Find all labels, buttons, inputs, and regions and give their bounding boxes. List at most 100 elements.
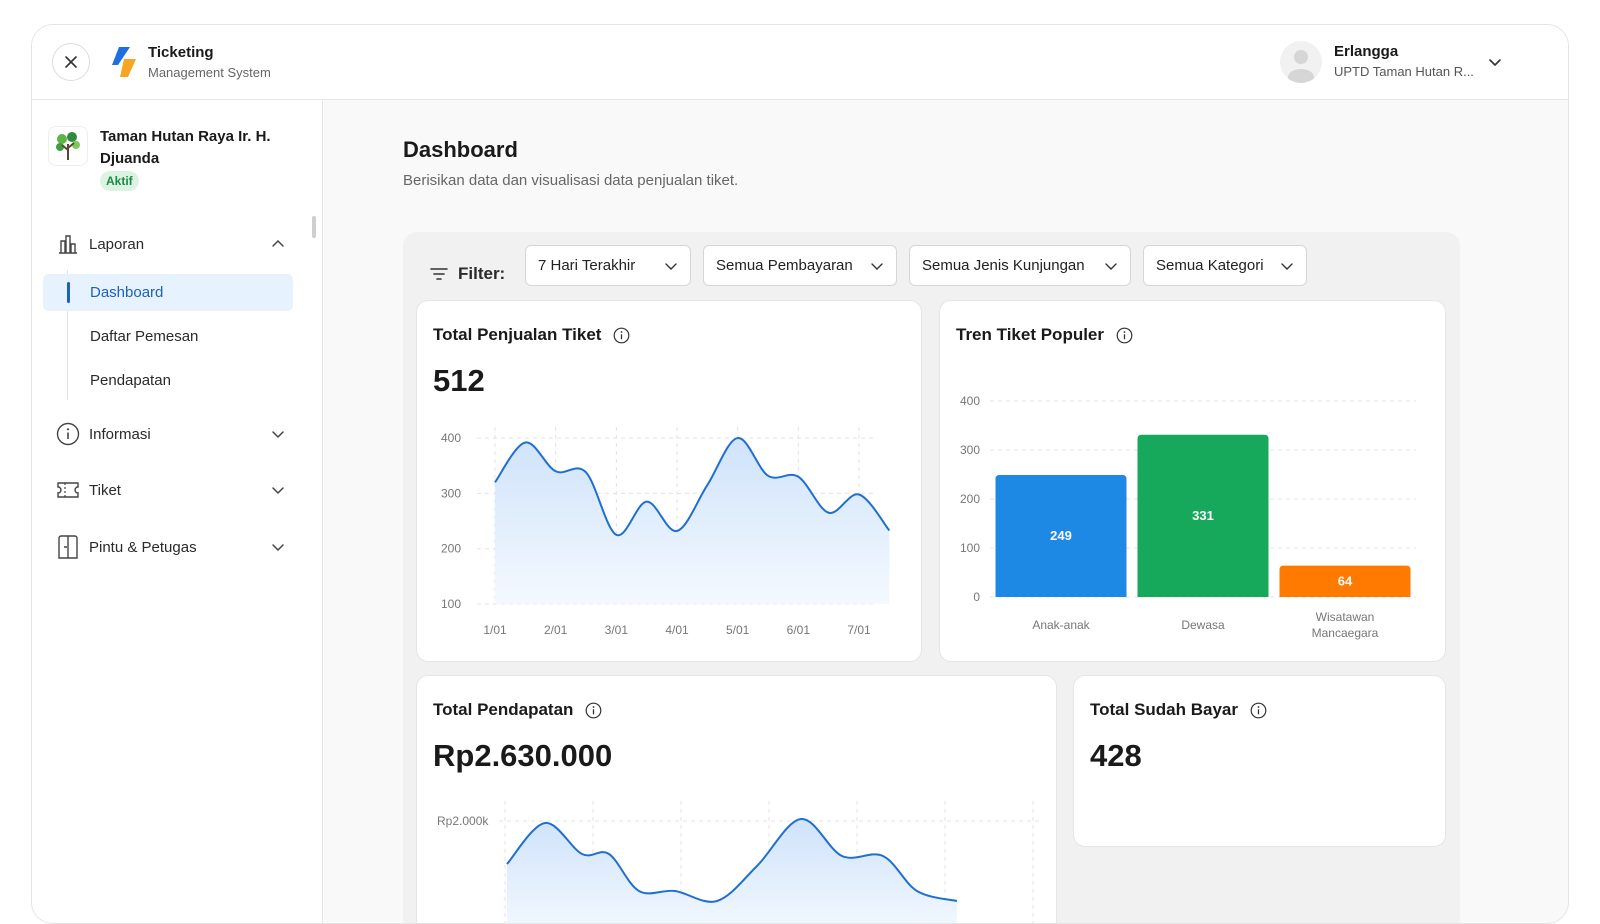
period-select[interactable]: 7 Hari Terakhir: [525, 245, 691, 286]
visit-type-select-value: Semua Jenis Kunjungan: [922, 257, 1085, 274]
y-tick-label: 200: [441, 542, 461, 556]
sidebar-item-laporan[interactable]: Laporan: [56, 228, 286, 260]
chevron-down-icon: [272, 431, 284, 439]
main-content: Dashboard Berisikan data dan visualisasi…: [324, 100, 1568, 923]
card-value: 512: [433, 363, 485, 398]
filter-icon: [430, 268, 448, 280]
info-icon[interactable]: [1250, 702, 1267, 719]
chevron-down-icon: [272, 487, 284, 495]
sidebar-item-tiket[interactable]: Tiket: [56, 474, 286, 506]
y-tick-label: 100: [441, 597, 461, 611]
popular-trend-card: Tren Tiket Populer 0 100 200 300 400 249 Anak-…: [939, 300, 1446, 662]
sidebar-item-daftar-pemesan[interactable]: Daftar Pemesan: [43, 318, 293, 355]
sidebar-item-label: Laporan: [89, 235, 145, 253]
sidebar-item-dashboard[interactable]: Dashboard: [43, 274, 293, 311]
org-logo: [48, 126, 88, 166]
org-name: Taman Hutan Raya Ir. H. Djuanda: [100, 128, 271, 167]
sidebar: Taman Hutan Raya Ir. H. Djuanda Aktif La…: [32, 100, 323, 923]
card-title-text: Total Penjualan Tiket: [433, 325, 602, 344]
y-tick-label: 300: [441, 486, 461, 500]
y-tick-label: 300: [960, 443, 980, 457]
user-name: Erlangga: [1334, 43, 1399, 60]
y-tick-label: 200: [960, 492, 980, 506]
dashboard-panel: Filter: 7 Hari Terakhir Semua Pembayaran…: [403, 232, 1460, 923]
data-label: 249: [1050, 528, 1072, 543]
payment-select-value: Semua Pembayaran: [716, 257, 853, 274]
y-tick-label: 100: [960, 541, 980, 555]
paid-card: Total Sudah Bayar 428: [1073, 675, 1446, 847]
chevron-down-icon[interactable]: [1487, 54, 1503, 70]
status-badge: Aktif: [100, 171, 139, 191]
info-icon[interactable]: [613, 327, 630, 344]
payment-select[interactable]: Semua Pembayaran: [703, 245, 897, 286]
x-tick-label: Anak-anak: [1032, 618, 1090, 632]
sidebar-item-informasi[interactable]: Informasi: [56, 418, 286, 450]
sidebar-scrollbar[interactable]: [312, 216, 316, 238]
x-tick-label: Dewasa: [1181, 618, 1225, 632]
app-logo-icon: [112, 47, 136, 77]
submenu-guide-line: [67, 270, 68, 400]
avatar[interactable]: [1280, 41, 1322, 83]
info-icon: [56, 422, 80, 446]
ticket-sales-card: Total Penjualan Tiket 512 100 200 300 400 1/…: [416, 300, 922, 662]
page-subtitle: Berisikan data dan visualisasi data penj…: [403, 172, 739, 189]
user-placeholder-icon: [1288, 50, 1314, 83]
sidebar-item-label: Daftar Pemesan: [90, 328, 199, 345]
area-fill: [495, 438, 890, 604]
info-icon[interactable]: [1116, 327, 1133, 344]
tree-icon: [56, 132, 80, 160]
data-label: 64: [1338, 573, 1353, 588]
x-tick-label: Wisatawan: [1316, 610, 1375, 624]
bar: [1137, 434, 1269, 597]
ticket-icon: [56, 478, 80, 502]
bar: [1279, 565, 1411, 597]
visit-type-select[interactable]: Semua Jenis Kunjungan: [909, 245, 1131, 286]
category-select[interactable]: Semua Kategori: [1143, 245, 1307, 286]
chevron-up-icon: [272, 239, 284, 247]
popular-trend-chart: 0 100 200 300 400 249 Anak-anak 331 Dewasa 64 Wisa…: [960, 394, 1416, 640]
chevron-down-icon: [665, 262, 677, 270]
page-title: Dashboard: [403, 137, 518, 162]
card-value: Rp2.630.000: [433, 738, 613, 773]
bar-chart-icon: [56, 232, 80, 256]
series-line: [494, 437, 891, 536]
y-tick-label: 400: [960, 394, 980, 408]
card-title-text: Total Pendapatan: [433, 700, 574, 719]
chevron-down-icon: [871, 262, 883, 270]
door-icon: [56, 535, 80, 559]
user-org: UPTD Taman Hutan R...: [1334, 64, 1474, 79]
app-title: Ticketing: [148, 44, 214, 61]
sidebar-item-label: Informasi: [89, 425, 151, 443]
card-value: 428: [1090, 738, 1142, 773]
y-tick-label: 0: [973, 590, 980, 604]
card-title-text: Total Sudah Bayar: [1090, 700, 1238, 719]
area-fill: [507, 818, 957, 923]
top-bar: Ticketing Management System Erlangga UPT…: [32, 25, 1568, 100]
y-tick-label: 400: [441, 431, 461, 445]
x-tick-label: 2/01: [544, 623, 568, 637]
x-tick-label: 3/01: [605, 623, 629, 637]
sidebar-item-label: Pintu & Petugas: [89, 538, 197, 556]
x-tick-label: Mancaegara: [1312, 626, 1379, 640]
revenue-card: Total Pendapatan Rp2.630.000 Rp2.000k: [416, 675, 1057, 923]
card-title: Total Penjualan Tiket: [433, 325, 630, 345]
close-icon: [65, 56, 77, 68]
card-title-text: Tren Tiket Populer: [956, 325, 1105, 344]
info-icon[interactable]: [585, 702, 602, 719]
chevron-down-icon: [1105, 262, 1117, 270]
bar: [995, 474, 1127, 597]
close-button[interactable]: [52, 43, 90, 81]
sidebar-item-pendapatan[interactable]: Pendapatan: [43, 362, 293, 399]
sidebar-item-label: Pendapatan: [90, 372, 171, 389]
chevron-down-icon: [1281, 262, 1293, 270]
sidebar-item-pintu-petugas[interactable]: Pintu & Petugas: [56, 531, 286, 563]
filter-label: Filter:: [430, 254, 505, 294]
x-tick-label: 5/01: [726, 623, 750, 637]
category-select-value: Semua Kategori: [1156, 257, 1264, 274]
card-title: Total Sudah Bayar: [1090, 700, 1267, 720]
card-title: Total Pendapatan: [433, 700, 602, 720]
app-window: Ticketing Management System Erlangga UPT…: [31, 24, 1569, 924]
card-title: Tren Tiket Populer: [956, 325, 1133, 345]
chevron-down-icon: [272, 544, 284, 552]
x-tick-label: 4/01: [665, 623, 689, 637]
